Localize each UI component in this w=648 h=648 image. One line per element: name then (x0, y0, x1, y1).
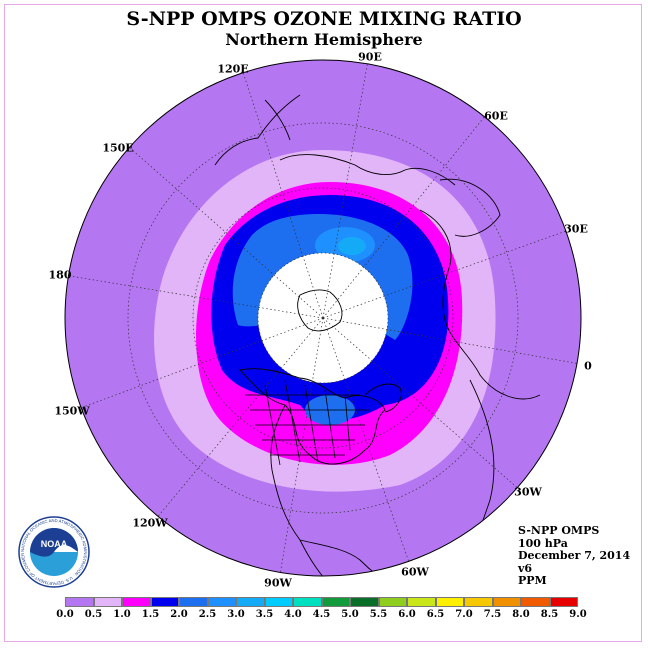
colorbar-swatch (321, 597, 350, 607)
colorbar-swatch (549, 597, 578, 607)
colorbar-swatch (179, 597, 208, 607)
longitude-label-30E: 30E (564, 222, 588, 236)
info-level: 100 hPa (518, 536, 568, 550)
colorbar-swatch (122, 597, 151, 607)
longitude-label-150W: 150W (54, 404, 90, 418)
us-state-borders (245, 379, 370, 466)
info-version: v6 (518, 561, 533, 575)
colorbar-label: 8.5 (540, 609, 559, 620)
figure-frame (4, 4, 642, 642)
noaa-logo-text: NOAA (41, 539, 68, 549)
colorbar-swatch (150, 597, 179, 607)
colorbar-label: 2.0 (170, 609, 188, 620)
colorbar-swatch (521, 597, 550, 607)
colorbar-swatch (293, 597, 322, 607)
colorbar-label: 1.0 (113, 609, 131, 620)
colorbar-swatch (378, 597, 407, 607)
graticule (69, 60, 581, 576)
longitude-label-120W: 120W (132, 516, 168, 530)
colorbar-swatch (93, 597, 122, 607)
noaa-logo: NOAA NATIONAL OCEANIC AND ATMOSPHERIC AD… (18, 516, 90, 588)
colorbar-label: 2.5 (198, 609, 217, 620)
longitude-label-90W: 90W (264, 576, 292, 590)
colorbar-swatch (65, 597, 94, 607)
longitude-label-90E: 90E (358, 50, 382, 64)
map-title: S-NPP OMPS OZONE MIXING RATIO (126, 8, 522, 30)
colorbar-swatch (492, 597, 521, 607)
colorbar-label: 8.0 (512, 609, 530, 620)
longitude-label-180: 180 (48, 268, 72, 282)
colorbar-label: 4.5 (312, 609, 331, 620)
longitude-label-60E: 60E (484, 109, 508, 123)
colorbar-label: 1.5 (141, 609, 160, 620)
longitude-label-150E: 150E (102, 141, 134, 155)
colorbar-swatch (407, 597, 436, 607)
info-units: PPM (518, 574, 547, 587)
colorbar-label: 9.0 (569, 609, 587, 620)
colorbar-label: 0.5 (84, 609, 103, 620)
colorbar-swatch (236, 597, 265, 607)
longitude-label-60W: 60W (401, 565, 429, 579)
colorbar-swatch (264, 597, 293, 607)
longitude-label-0: 0 (584, 359, 592, 373)
colorbar-label: 7.5 (483, 609, 502, 620)
info-block: S-NPP OMPS 100 hPa December 7, 2014 v6 P… (518, 524, 631, 588)
ozone-band-3.0-3.5 (338, 237, 366, 255)
colorbar-swatch (464, 597, 493, 607)
colorbar-label: 4.0 (284, 609, 302, 620)
coastlines (214, 94, 541, 576)
info-date: December 7, 2014 (518, 549, 631, 562)
colorbar-label: 5.0 (341, 609, 359, 620)
colorbar-label: 6.0 (398, 609, 416, 620)
colorbar-swatch (207, 597, 236, 607)
map-outline (64, 59, 582, 577)
colorbar-swatch (435, 597, 464, 607)
colorbar-label: 6.5 (426, 609, 445, 620)
map-subtitle: Northern Hemisphere (225, 30, 423, 49)
colorbar-label: 7.0 (455, 609, 473, 620)
colorbar-label: 3.5 (255, 609, 274, 620)
longitude-label-30W: 30W (514, 485, 542, 499)
colorbar-label: 3.0 (227, 609, 245, 620)
longitude-label-120E: 120E (217, 62, 249, 76)
info-instrument: S-NPP OMPS (518, 524, 600, 537)
colorbar-label: 5.5 (369, 609, 388, 620)
colorbar-label: 0.0 (56, 609, 74, 620)
colorbar-swatch (350, 597, 379, 607)
